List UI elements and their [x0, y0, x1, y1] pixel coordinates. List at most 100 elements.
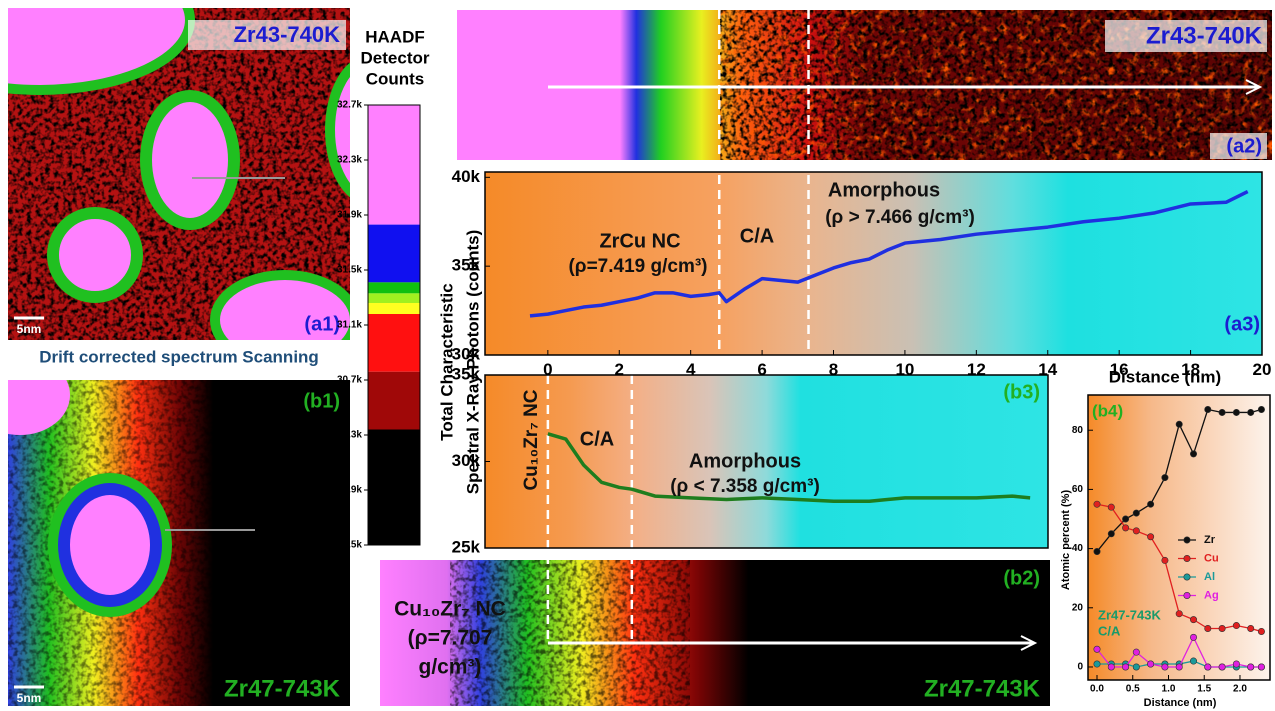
- data-point: [1108, 504, 1114, 510]
- y-axis-title: Atomic percent (%): [1060, 490, 1072, 591]
- phase-label: g/cm³): [419, 656, 482, 679]
- data-point: [1133, 510, 1139, 516]
- colorbar-title: Counts: [366, 69, 425, 88]
- colorbar-tick-label: 32.3k: [337, 155, 362, 166]
- y-tick-label: 0: [1077, 662, 1083, 673]
- colorbar-tick-label: 30.7k: [337, 375, 362, 386]
- sample-label: Zr43-740K: [1146, 22, 1263, 49]
- colorbar-title: Detector: [361, 48, 430, 67]
- data-point: [1122, 664, 1128, 670]
- region: [70, 495, 150, 595]
- image-a2: Zr43-740K (a2): [457, 10, 1272, 160]
- image-b2: (b2) Zr47-743K Cu₁₀Zr₇ NC (ρ=7.707 g/cm³…: [380, 560, 1050, 706]
- colorbar-segment: [368, 293, 420, 303]
- y-tick-label: 20: [1072, 602, 1084, 613]
- data-point: [1176, 664, 1182, 670]
- panel-label: (a2): [1226, 135, 1262, 157]
- x-tick-label: 2.0: [1233, 684, 1247, 695]
- data-point: [1247, 625, 1253, 631]
- data-point: [1219, 625, 1225, 631]
- colorbar-segment: [368, 282, 420, 293]
- y-tick-label: 60: [1072, 484, 1084, 495]
- data-point: [1162, 664, 1168, 670]
- annotation: Amorphous: [828, 179, 940, 201]
- colorbar-tick-label: 31.1k: [337, 320, 362, 331]
- data-point: [1258, 406, 1264, 412]
- x-axis-title: Distance (nm): [1109, 367, 1221, 386]
- colorbar-segment: [368, 303, 420, 314]
- annotation: (a3): [1224, 313, 1260, 335]
- data-point: [1219, 664, 1225, 670]
- annotation: C/A: [740, 225, 774, 247]
- data-point: [1258, 628, 1264, 634]
- phase-label: (ρ=7.707: [408, 627, 493, 650]
- data-point: [1108, 664, 1114, 670]
- annotation: Amorphous: [689, 450, 801, 472]
- annotation: (b3): [1003, 381, 1040, 403]
- data-point: [1094, 646, 1100, 652]
- data-point: [1205, 664, 1211, 670]
- data-point: [1190, 451, 1196, 457]
- data-point: [1094, 661, 1100, 667]
- y-tick-label: 80: [1072, 425, 1084, 436]
- x-tick-label: 1.0: [1162, 684, 1176, 695]
- data-point: [1133, 649, 1139, 655]
- y-tick-label: 25k: [452, 537, 481, 556]
- panel-label: (b2): [1003, 567, 1040, 589]
- data-point: [1219, 409, 1225, 415]
- region: [146, 96, 234, 224]
- colorbar-segment: [368, 372, 420, 430]
- colorbar-tick-label: 29.9k: [337, 485, 362, 496]
- data-point: [1233, 622, 1239, 628]
- colorbar-segment: [368, 430, 420, 546]
- legend-label: Al: [1204, 571, 1215, 583]
- annotation: (ρ > 7.466 g/cm³): [825, 207, 975, 228]
- colorbar-segment: [368, 105, 420, 225]
- legend-marker: [1184, 574, 1190, 580]
- legend-marker: [1184, 537, 1190, 543]
- data-point: [1205, 406, 1211, 412]
- annotation: (ρ < 7.358 g/cm³): [670, 476, 820, 497]
- data-point: [1162, 557, 1168, 563]
- colorbar-tick-label: 31.9k: [337, 210, 362, 221]
- annotation: C/A: [1098, 623, 1121, 638]
- data-point: [1258, 664, 1264, 670]
- annotation: ZrCu NC: [599, 230, 680, 252]
- x-tick-label: 20: [1253, 360, 1272, 379]
- colorbar-tick-label: 30.3k: [337, 430, 362, 441]
- colorbar-tick-label: 29.5k: [337, 540, 362, 551]
- legend-label: Zr: [1204, 534, 1216, 546]
- data-point: [1122, 525, 1128, 531]
- data-point: [1162, 474, 1168, 480]
- sample-label: Zr43-740K: [234, 22, 341, 47]
- sample-label: Zr47-743K: [924, 675, 1041, 702]
- data-point: [1247, 664, 1253, 670]
- page: {"panels":{ "a1":{"sample":"Zr43-740K","…: [0, 0, 1275, 711]
- legend-marker: [1184, 555, 1190, 561]
- data-point: [1133, 664, 1139, 670]
- panel-label: (a1): [304, 313, 340, 335]
- y-tick-label: 35k: [452, 364, 481, 383]
- data-point: [1247, 409, 1253, 415]
- region: [53, 213, 137, 297]
- data-point: [1147, 661, 1153, 667]
- data-point: [1094, 501, 1100, 507]
- annotation: C/A: [580, 428, 614, 450]
- legend-label: Cu: [1204, 552, 1219, 564]
- scale-label: 5nm: [17, 691, 42, 705]
- data-point: [1176, 421, 1182, 427]
- legend-label: Ag: [1204, 589, 1219, 601]
- legend-marker: [1184, 592, 1190, 598]
- x-tick-label: 0.0: [1090, 684, 1104, 695]
- x-axis-title: Distance (nm): [1144, 697, 1217, 709]
- data-point: [1147, 534, 1153, 540]
- scale-label: 5nm: [17, 322, 42, 336]
- data-point: [1094, 548, 1100, 554]
- figure: Zr43-740K (a1) 5nm Drift corrected spect…: [0, 0, 1275, 711]
- phase-label: Cu₁₀Zr₇ NC: [394, 598, 506, 621]
- annotation: (b4): [1092, 401, 1123, 420]
- colorbar-segment: [368, 314, 420, 372]
- data-point: [1190, 634, 1196, 640]
- colorbar-tick-label: 31.5k: [337, 265, 362, 276]
- panel-label: (b1): [303, 390, 340, 412]
